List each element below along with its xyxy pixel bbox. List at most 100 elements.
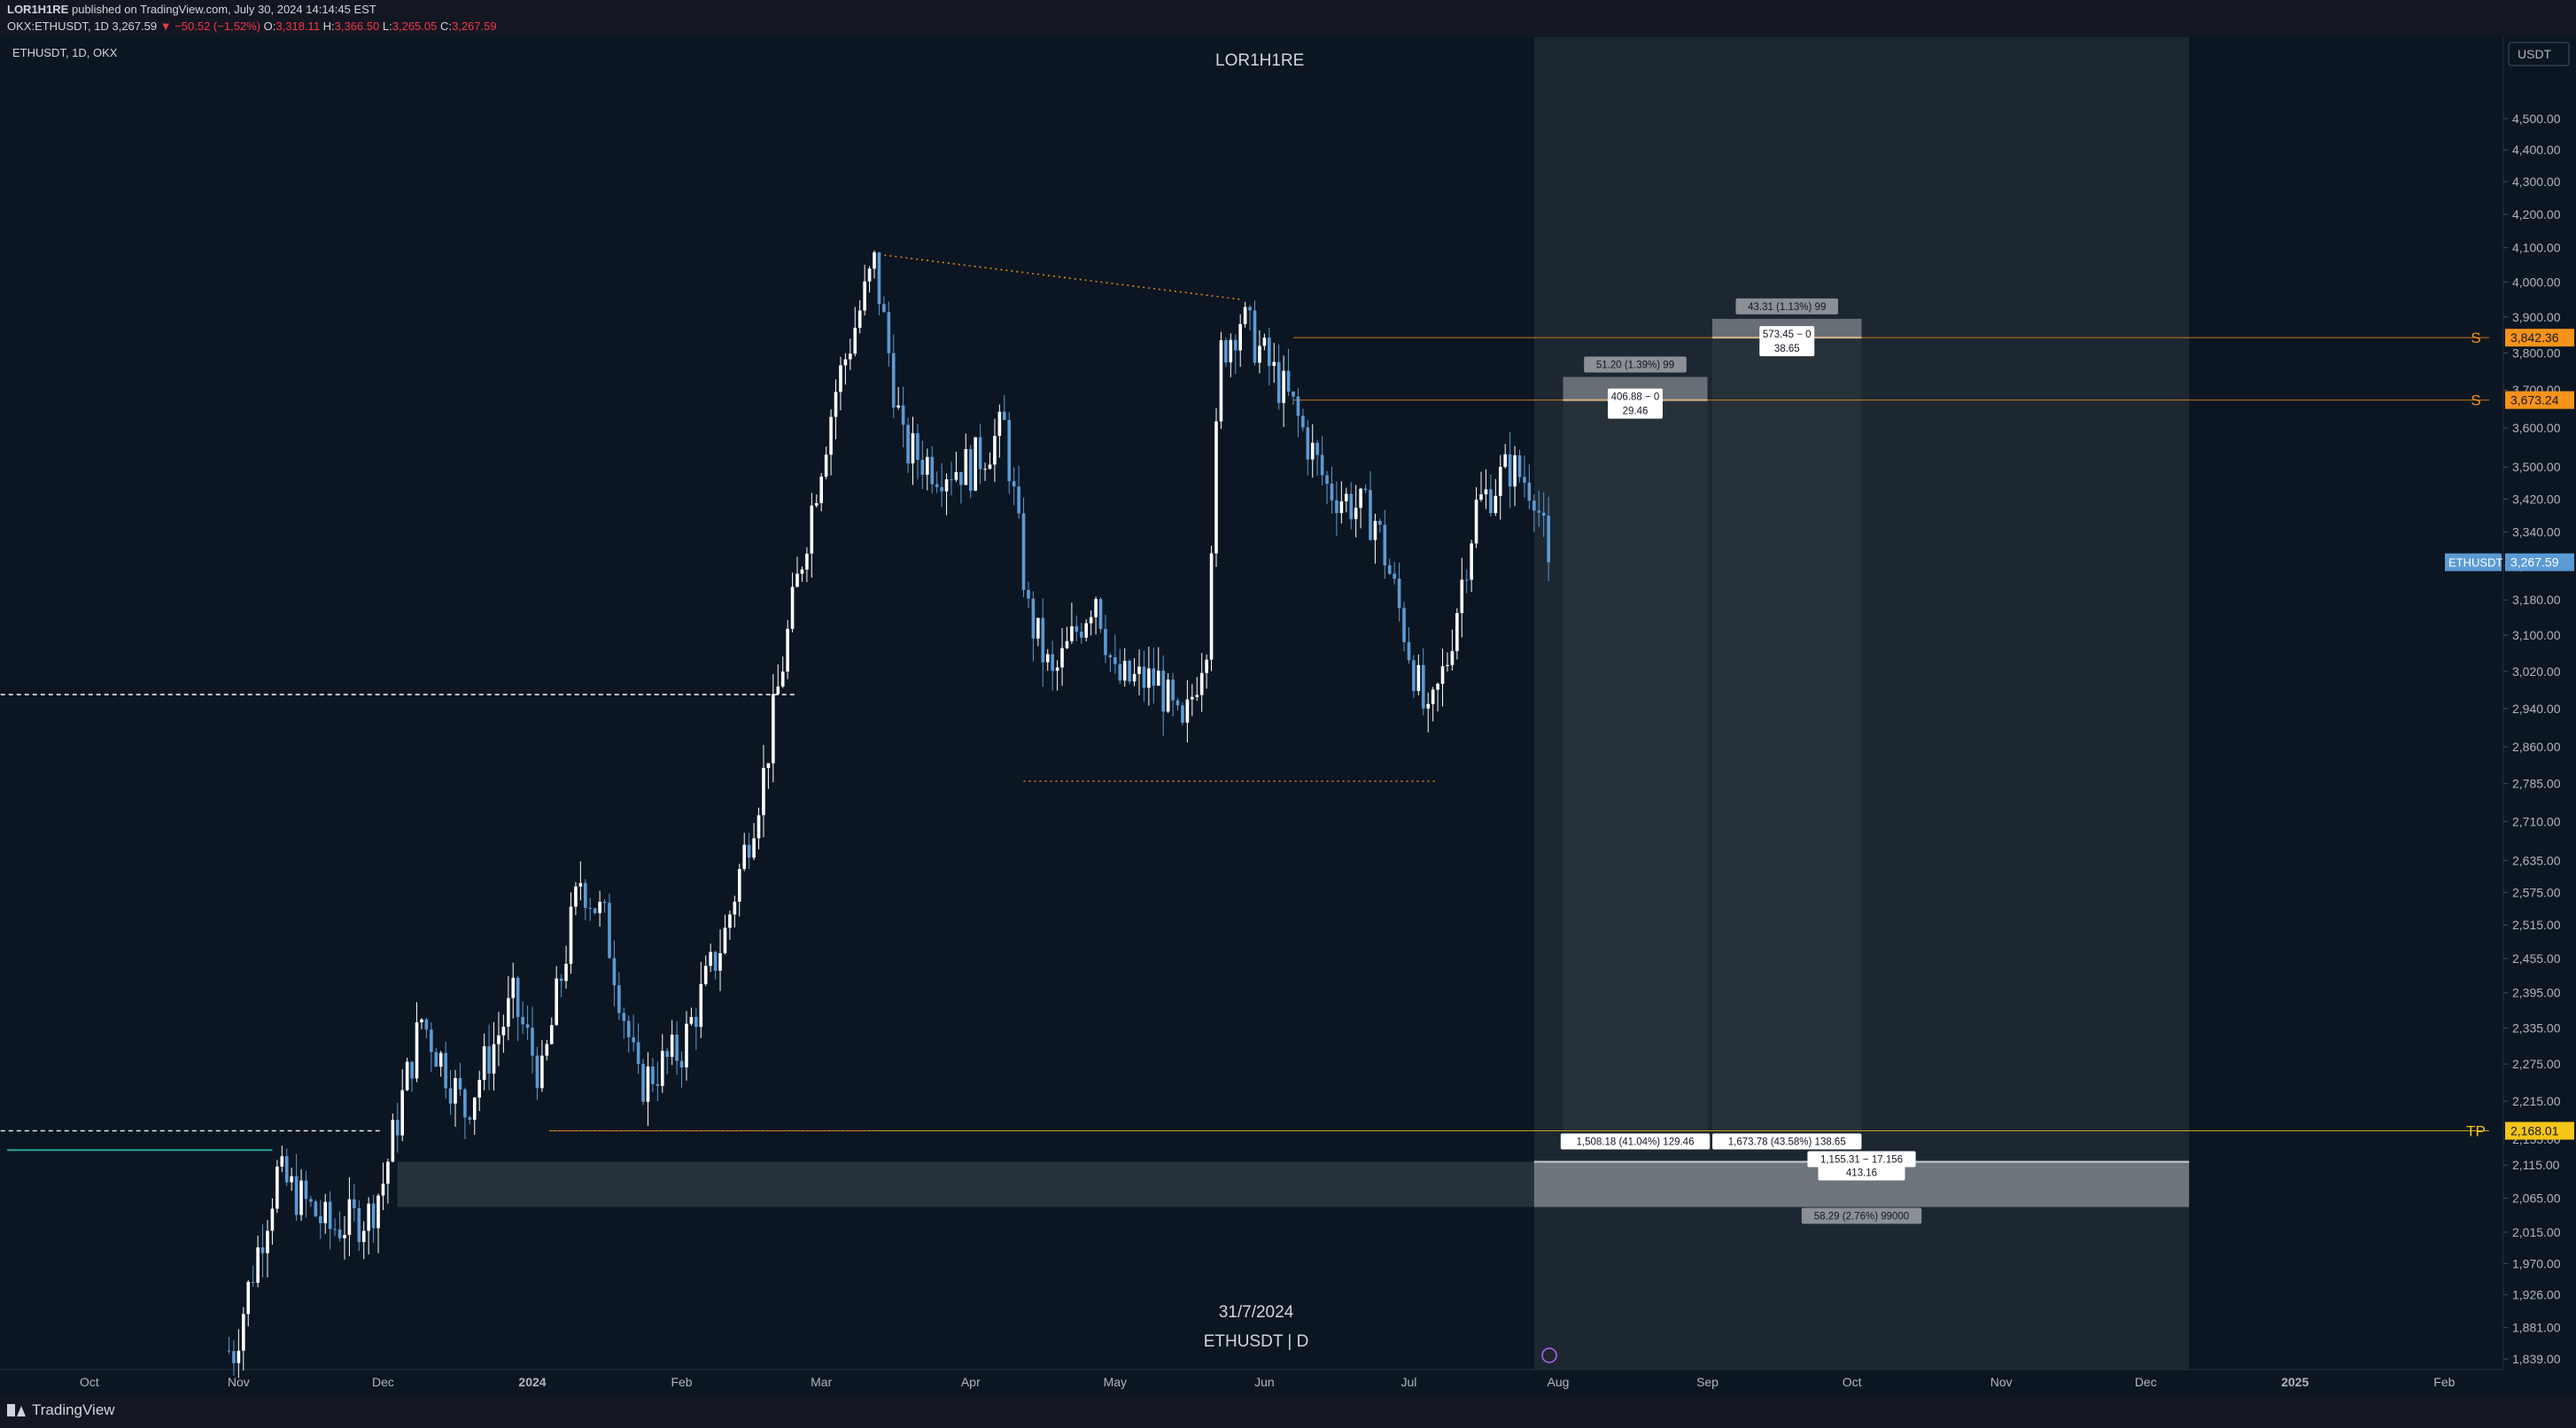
candle-body	[1152, 668, 1156, 687]
candle-body	[1402, 608, 1406, 642]
candle-body	[1330, 484, 1334, 501]
candle-body	[1301, 415, 1305, 428]
candle-body	[1494, 495, 1498, 514]
candle-body	[545, 1044, 549, 1056]
position-target-zone	[1563, 400, 1708, 1131]
candle-body	[1436, 683, 1439, 690]
candle-body	[410, 1061, 414, 1079]
candle-body	[448, 1088, 453, 1104]
candle-body	[482, 1046, 486, 1080]
candle-body	[766, 763, 771, 768]
candle-body	[1464, 579, 1469, 581]
candle-body	[357, 1207, 361, 1242]
position-stop-label-box	[1584, 356, 1687, 373]
candle-body	[1498, 467, 1502, 496]
candle-body	[887, 312, 891, 353]
x-tick-label: Jun	[1254, 1375, 1275, 1389]
position-entry-label-box	[1759, 326, 1815, 343]
candle-body	[1470, 543, 1473, 580]
candle-body	[839, 365, 842, 392]
level-price-label: 2,168.01	[2510, 1124, 2559, 1138]
x-tick-label: Nov	[1990, 1375, 2013, 1389]
candle-body	[829, 416, 833, 455]
candle-body	[1147, 668, 1151, 688]
chart-symbol-label: ETHUSDT, 1D, OKX	[12, 46, 118, 59]
candle-body	[472, 1098, 477, 1120]
candle-body	[1007, 420, 1012, 482]
x-tick-label: Dec	[2135, 1375, 2157, 1389]
candle-body	[1175, 700, 1180, 706]
candle-body	[1065, 640, 1069, 648]
y-tick-label: 3,420.00	[2512, 492, 2561, 506]
price-axis: 4,500.00 4,400.00 4,300.00 4,200.00 4,100.00…	[2502, 37, 2576, 1370]
candle-body	[882, 304, 886, 313]
y-tick-label: 4,300.00	[2512, 175, 2561, 189]
level-price-box	[2505, 329, 2574, 347]
candle-body	[574, 886, 578, 907]
candle-body	[266, 1230, 269, 1253]
candle-body	[993, 436, 997, 465]
candle-body	[709, 951, 712, 966]
candle-body	[713, 951, 718, 971]
candle-body	[1224, 340, 1228, 363]
publisher-name: LOR1H1RE	[7, 3, 69, 16]
author-watermark: LOR1H1RE	[1215, 51, 1305, 70]
candle-body	[1243, 307, 1247, 324]
candle-body	[1547, 516, 1550, 563]
candle-body	[1421, 664, 1425, 709]
y-tick-label: 3,800.00	[2512, 346, 2561, 361]
candle-body	[1002, 411, 1006, 421]
close-value: 3,267.59	[451, 19, 497, 33]
candle-body	[901, 405, 905, 425]
candle-body	[1181, 705, 1184, 723]
demand-zone-bottom-label-box	[1801, 1207, 1922, 1224]
candle-body	[492, 1044, 496, 1074]
price-axis-background	[2503, 37, 2576, 1370]
candle-body	[1098, 599, 1103, 629]
candle-body	[1017, 486, 1020, 514]
level-price-box	[2505, 391, 2574, 409]
timer-icon	[1541, 1347, 1557, 1363]
candle-body	[772, 694, 775, 764]
y-tick-label: 3,340.00	[2512, 524, 2561, 539]
candle-body	[1089, 617, 1093, 624]
y-tick-label: 1,881.00	[2512, 1321, 2561, 1335]
candle-body	[1474, 499, 1478, 544]
candle-body	[689, 1017, 694, 1024]
level-tag: S	[2471, 392, 2480, 409]
candle-body	[299, 1180, 303, 1215]
candle-body	[1479, 494, 1483, 500]
candle-body	[521, 1017, 524, 1025]
last-price: 3,267.59	[112, 19, 158, 33]
candle-body	[1349, 493, 1354, 520]
candle-body	[1426, 703, 1431, 709]
position-target-label-box	[1712, 1133, 1862, 1150]
candle-body	[742, 844, 747, 869]
candle-body	[1397, 578, 1401, 609]
candle-body	[501, 1027, 506, 1036]
candle-body	[1262, 338, 1267, 346]
candle-body	[679, 1060, 684, 1067]
position-target-label: 1,508.18 (41.04%) 129.46	[1576, 1137, 1694, 1148]
candle-body	[1292, 392, 1295, 397]
position-target-label: 1,673.78 (43.58%) 138.65	[1728, 1137, 1846, 1148]
candle-body	[237, 1350, 241, 1363]
candle-body	[1108, 655, 1113, 657]
open-label: O:	[263, 19, 276, 33]
tradingview-logo[interactable]: TradingView	[7, 1401, 115, 1419]
y-tick-label: 3,500.00	[2512, 460, 2561, 474]
time-axis: Oct Nov Dec 2024 Feb Mar Apr May Jun Jul Aug Sep Oct…	[0, 1369, 2503, 1394]
candle-body	[1378, 521, 1382, 525]
candle-body	[1363, 488, 1368, 491]
candle-body	[723, 927, 727, 954]
candle-body	[309, 1199, 313, 1202]
y-tick-label: 2,455.00	[2512, 951, 2561, 966]
demand-zone-bottom-label: 58.29 (2.76%) 99000	[1814, 1212, 1909, 1222]
candle-body	[1431, 689, 1435, 704]
candle-body	[256, 1247, 260, 1284]
candle-body	[1517, 454, 1522, 477]
candle-body	[1045, 654, 1050, 663]
candle-body	[1286, 370, 1291, 392]
candle-body	[810, 505, 814, 554]
